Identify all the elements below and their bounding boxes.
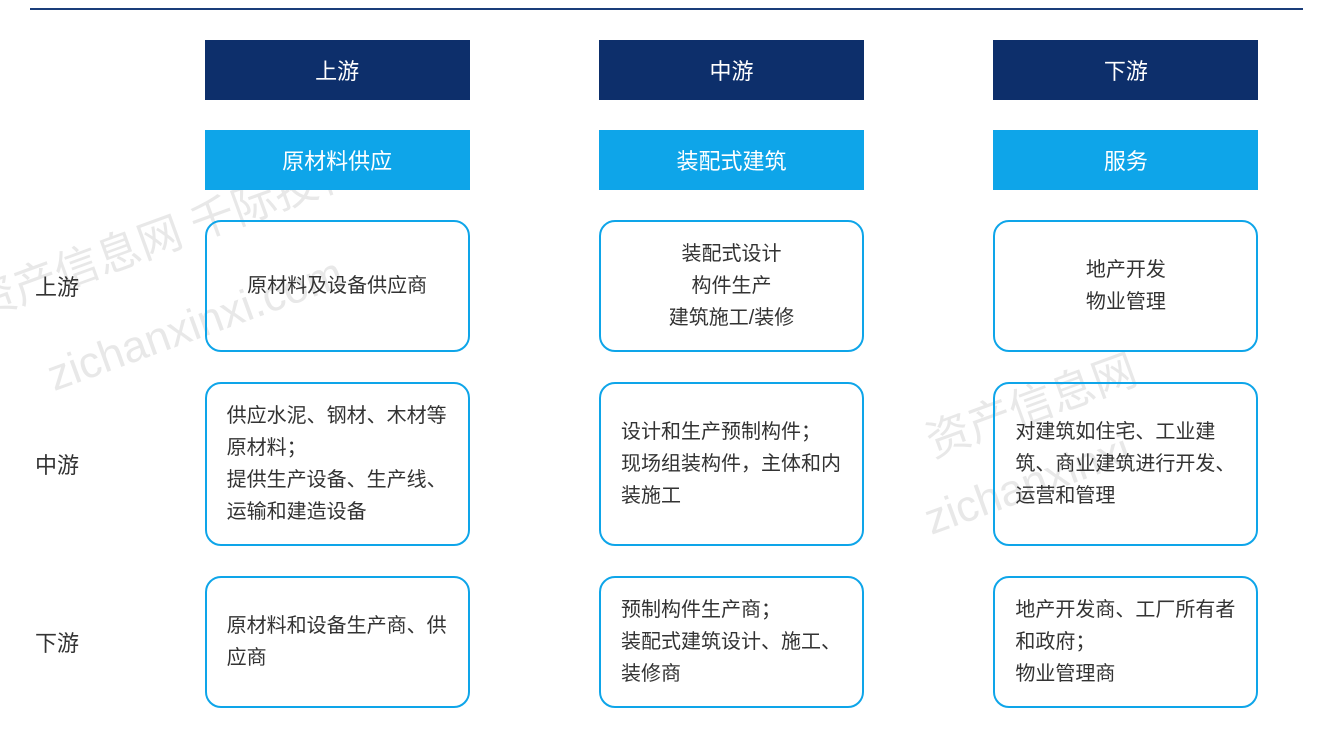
- cell-r1c2: 装配式设计 构件生产 建筑施工/装修: [599, 220, 864, 352]
- row-label-upstream: 上游: [30, 220, 120, 352]
- cell-r3c2: 预制构件生产商； 装配式建筑设计、施工、装修商: [599, 576, 864, 708]
- column-header-light-services: 服务: [993, 130, 1258, 190]
- spacer: [30, 130, 120, 190]
- cell-r1c1: 原材料及设备供应商: [205, 220, 470, 352]
- cell-r3c1: 原材料和设备生产商、供应商: [205, 576, 470, 708]
- cell-r3c3: 地产开发商、工厂所有者和政府； 物业管理商: [993, 576, 1258, 708]
- column-header-light-prefab-building: 装配式建筑: [599, 130, 864, 190]
- spacer: [30, 40, 120, 100]
- column-header-dark-upstream: 上游: [205, 40, 470, 100]
- column-header-dark-midstream: 中游: [599, 40, 864, 100]
- diagram-grid: 上游 中游 下游 原材料供应 装配式建筑 服务 上游 原材料及设备供应商 装配式…: [30, 40, 1303, 708]
- column-header-dark-downstream: 下游: [993, 40, 1258, 100]
- top-divider: [30, 8, 1303, 10]
- column-header-light-raw-materials: 原材料供应: [205, 130, 470, 190]
- cell-r2c2: 设计和生产预制构件； 现场组装构件，主体和内装施工: [599, 382, 864, 546]
- cell-r2c1: 供应水泥、钢材、木材等原材料； 提供生产设备、生产线、运输和建造设备: [205, 382, 470, 546]
- cell-r1c3: 地产开发 物业管理: [993, 220, 1258, 352]
- row-label-midstream: 中游: [30, 382, 120, 546]
- row-label-downstream: 下游: [30, 576, 120, 708]
- cell-r2c3: 对建筑如住宅、工业建筑、商业建筑进行开发、运营和管理: [993, 382, 1258, 546]
